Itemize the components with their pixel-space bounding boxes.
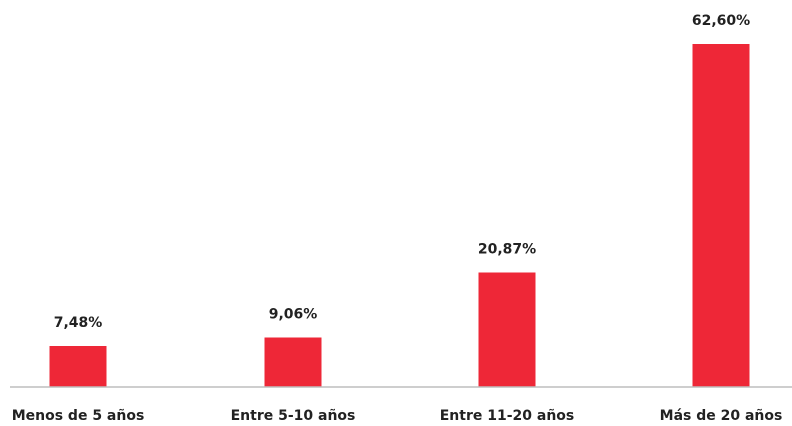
category-label-4: Más de 20 años: [660, 408, 783, 424]
value-labels-group: 7,48% 9,06% 20,87% 62,60%: [54, 13, 750, 331]
category-label-1: Menos de 5 años: [12, 408, 145, 424]
bars-group: [49, 44, 750, 387]
category-labels-group: Menos de 5 años Entre 5-10 años Entre 11-2…: [12, 408, 783, 424]
value-label-2: 9,06%: [269, 306, 318, 322]
value-label-3: 20,87%: [478, 242, 536, 258]
bar-2: [264, 337, 322, 387]
category-label-3: Entre 11-20 años: [440, 408, 575, 424]
bar-4: [692, 44, 750, 387]
value-label-1: 7,48%: [54, 315, 103, 331]
category-label-2: Entre 5-10 años: [231, 408, 356, 424]
bar-3: [478, 272, 536, 387]
value-label-4: 62,60%: [692, 13, 750, 29]
bar-1: [49, 346, 107, 387]
